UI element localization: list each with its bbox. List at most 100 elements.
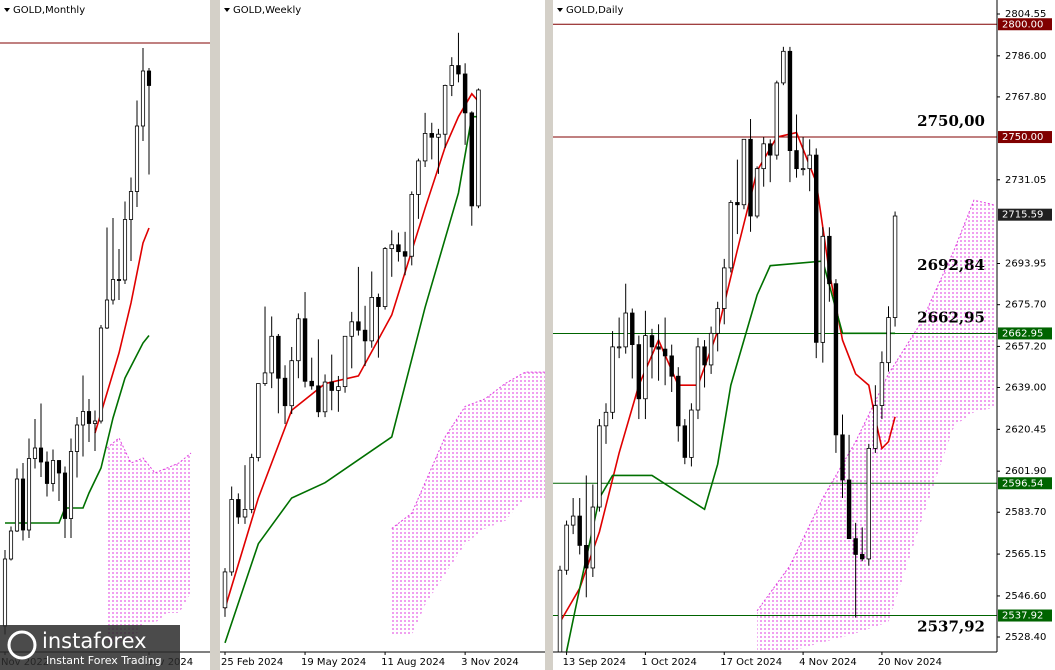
level-label: 2596.54 (1002, 478, 1043, 489)
candle-body (669, 355, 674, 377)
candle-body (846, 479, 852, 540)
candle-body (242, 508, 248, 518)
indicator-line (224, 115, 479, 644)
x-tick-label: 13 Sep 2024 (563, 657, 626, 668)
plot (0, 42, 210, 643)
candle-body (676, 375, 681, 427)
y-tick-label: 2601.90 (1005, 466, 1046, 477)
candle-body (456, 65, 461, 75)
candle-body (389, 244, 394, 249)
candle-body (590, 506, 596, 569)
candle-body (422, 133, 428, 162)
candle-body (236, 499, 241, 518)
candle-body (564, 524, 569, 571)
candle-body (302, 318, 308, 382)
candle-body (134, 125, 140, 192)
candle-body (376, 297, 381, 307)
candle-body (74, 424, 80, 452)
logo-icon (7, 630, 37, 660)
level-tag (998, 131, 1052, 144)
level-annotation: 2662,95 (917, 308, 985, 326)
candle-body (409, 194, 414, 257)
logo-box (0, 625, 180, 670)
candle-body (122, 219, 128, 281)
level-tag (998, 477, 1052, 490)
y-tick-label: 2565.15 (1005, 549, 1046, 560)
candle-body (32, 447, 38, 459)
candle-body (715, 308, 720, 334)
title-icon (4, 8, 10, 12)
candle-body (396, 244, 401, 253)
candle-body (56, 460, 62, 474)
candle-body (442, 85, 448, 135)
candle-body (827, 235, 832, 285)
candle-body (702, 346, 707, 366)
candle-body (349, 321, 354, 337)
candle-body (449, 65, 455, 86)
candle-body (68, 451, 74, 519)
candle-body (262, 372, 268, 384)
y-tick-label: 2693.95 (1005, 259, 1046, 270)
candle-body (748, 138, 753, 217)
candle-body (886, 317, 891, 364)
level-tag (998, 327, 1052, 340)
candle-body (249, 457, 254, 510)
y-tick-label: 2675.70 (1005, 300, 1046, 311)
level-annotation: 2537,92 (917, 618, 985, 636)
candle-body (316, 385, 321, 413)
candle-body (329, 381, 334, 391)
candle-body (781, 50, 786, 84)
y-tick-label: 2657.20 (1005, 341, 1046, 352)
level-label: 2800.00 (1002, 19, 1043, 30)
candle-body (610, 346, 615, 413)
candle-body (623, 312, 628, 348)
candle-body (476, 89, 481, 207)
candle-body (282, 377, 288, 407)
candle-body (728, 202, 734, 269)
candle-body (256, 383, 261, 458)
x-tick-label: 19 May 2024 (301, 657, 366, 668)
candle-body (741, 138, 747, 206)
candle-body (146, 70, 152, 86)
candle-body (362, 329, 368, 342)
candle-body (50, 460, 56, 484)
candle-body (436, 133, 441, 138)
candle-body (735, 202, 740, 206)
plot (222, 32, 545, 644)
x-tick-label: 11 Aug 2024 (381, 657, 445, 668)
title-icon (224, 8, 230, 12)
candle-body (794, 150, 799, 170)
candle-body (662, 348, 668, 357)
level-annotation: 2750,00 (917, 112, 985, 130)
indicator-line (5, 335, 150, 524)
candle-body (807, 154, 812, 170)
candle-body (462, 73, 468, 114)
candle-body (616, 346, 622, 349)
candle-body (382, 248, 388, 307)
logo-name: instaforex (42, 629, 147, 653)
candle-body (222, 571, 228, 609)
candle-body (469, 112, 475, 207)
candle-body (322, 381, 328, 413)
candle-body (873, 405, 878, 449)
title-icon (557, 8, 563, 12)
candle-body (892, 215, 898, 318)
level-tag (998, 208, 1052, 221)
level-annotation: 2692,84 (917, 256, 985, 274)
candle-body (86, 411, 92, 424)
candle-body (603, 411, 609, 427)
candle-body (116, 279, 122, 281)
candle-body (689, 409, 694, 458)
candle-body (92, 420, 98, 424)
candle-body (296, 318, 301, 362)
candle-body (62, 472, 68, 519)
candle-body (369, 297, 374, 342)
candle-body (269, 335, 274, 374)
candle-body (840, 434, 845, 481)
candle-body (20, 478, 26, 531)
candle-body (695, 346, 701, 411)
y-tick-label: 2639.00 (1005, 382, 1046, 393)
indicator-line (559, 131, 896, 623)
level-label: 2715.59 (1002, 210, 1043, 221)
